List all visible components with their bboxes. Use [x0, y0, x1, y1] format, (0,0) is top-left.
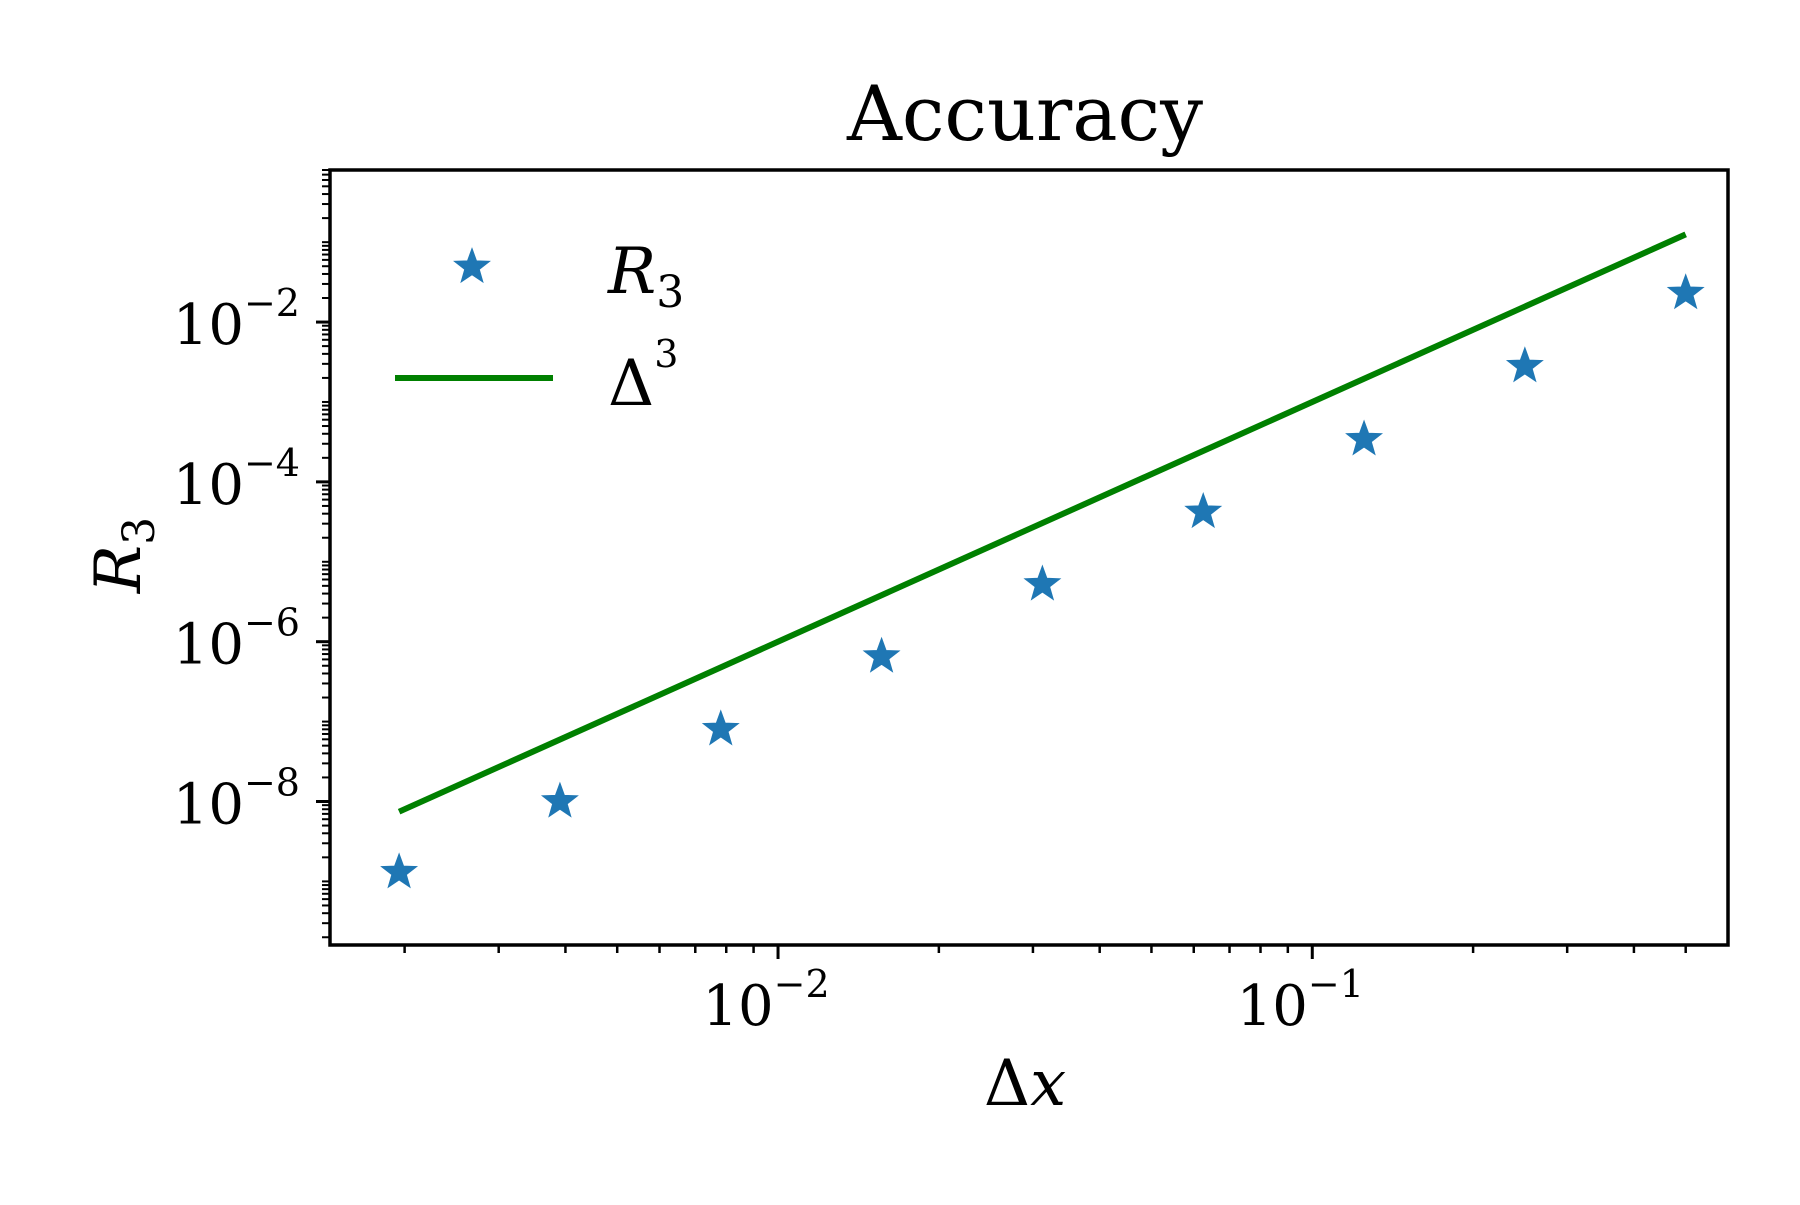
- data-point: [1023, 564, 1062, 601]
- y-tick-label: 10−2: [173, 281, 300, 358]
- data-point: [701, 709, 740, 746]
- data-point: [1505, 346, 1544, 383]
- data-point: [1345, 419, 1384, 456]
- chart-title: Accuracy: [846, 69, 1203, 158]
- y-tick-label-base: 10: [173, 453, 244, 518]
- x-tick-label: 10−2: [702, 962, 829, 1039]
- legend-label-r3-sub: 3: [656, 267, 684, 318]
- data-point: [862, 636, 901, 673]
- x-tick-label: 10−1: [1237, 962, 1364, 1039]
- y-tick-label-exp: −8: [244, 760, 300, 804]
- legend-label-delta3-sup: 3: [654, 332, 678, 376]
- y-axis-label-base: R: [82, 545, 156, 594]
- x-axis-label: Δx: [984, 1047, 1066, 1121]
- legend-label-r3: R3: [607, 235, 684, 318]
- legend-label-r3-base: R: [607, 235, 656, 309]
- x-tick-label-exp: −1: [1308, 962, 1364, 1006]
- y-axis-label: R3: [82, 517, 165, 594]
- x-axis-label-base: Δ: [984, 1047, 1030, 1121]
- legend-label-delta3: Δ3: [608, 332, 678, 421]
- data-point: [540, 781, 579, 818]
- legend-label-delta3-base: Δ: [608, 347, 654, 421]
- x-tick-label-base: 10: [702, 974, 773, 1039]
- y-tick-label-exp: −4: [244, 441, 300, 485]
- y-tick-label-base: 10: [173, 613, 244, 678]
- y-tick-label-base: 10: [173, 772, 244, 837]
- x-axis-label-var: x: [1030, 1047, 1066, 1121]
- data-point: [380, 852, 419, 889]
- y-axis-label-sub: 3: [114, 517, 165, 545]
- legend-marker-r3: [453, 247, 491, 284]
- series-line-delta3: [397, 231, 1687, 815]
- data-point: [1666, 273, 1705, 310]
- y-tick-label-base: 10: [173, 293, 244, 358]
- y-tick-label: 10−8: [173, 760, 300, 837]
- x-tick-label-exp: −2: [774, 962, 830, 1006]
- plot-area: [380, 231, 1705, 889]
- plot-frame: [328, 168, 1730, 947]
- x-tick-label-base: 10: [1237, 974, 1308, 1039]
- y-tick-label-exp: −6: [244, 601, 300, 645]
- y-tick-label: 10−4: [173, 441, 300, 518]
- y-tick-label: 10−6: [173, 601, 300, 678]
- data-point: [1184, 492, 1223, 529]
- axis-ticks: 10−2 10−110−210−410−610−8: [173, 169, 1687, 1039]
- legend: R3 Δ3: [395, 235, 684, 421]
- y-tick-label-exp: −2: [244, 281, 300, 325]
